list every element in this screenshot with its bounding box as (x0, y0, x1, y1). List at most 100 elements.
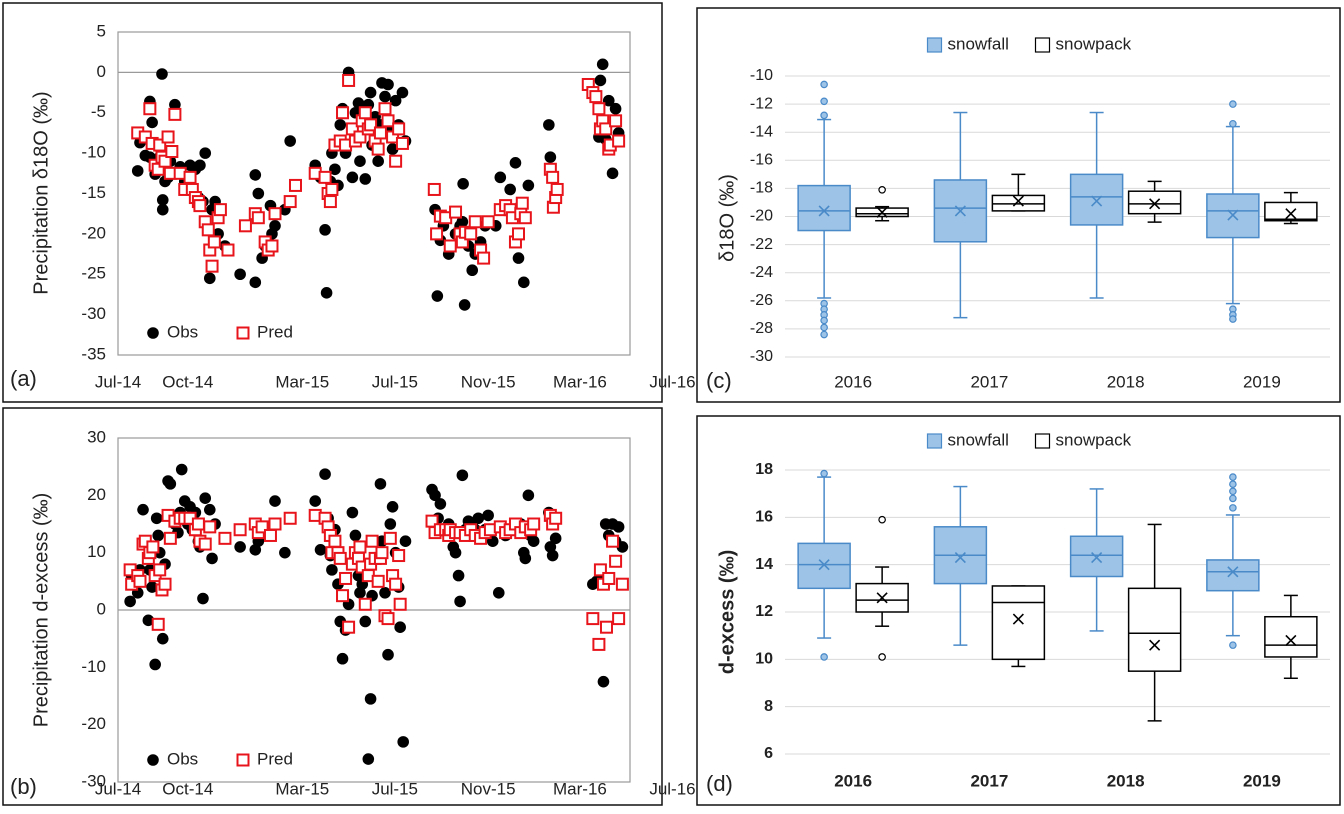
point-marker (397, 736, 410, 748)
x-tick-label: Jul-16 (649, 372, 695, 391)
outlier (820, 330, 828, 339)
point-marker (352, 97, 365, 109)
point-marker (175, 463, 188, 476)
point-marker (203, 503, 216, 516)
point-marker (443, 239, 457, 253)
point-marker (158, 154, 172, 168)
point-marker (156, 68, 168, 80)
point-marker (615, 577, 629, 591)
y-axis-label: δ18O (‰) (716, 174, 738, 262)
point-marker (221, 243, 235, 257)
point-marker (477, 251, 491, 265)
point-marker (279, 546, 291, 559)
box (1127, 587, 1182, 672)
point-marker (153, 563, 167, 577)
point-marker (336, 106, 350, 120)
point-marker (150, 512, 163, 525)
point-marker (454, 595, 466, 608)
point-marker (379, 90, 391, 103)
point-marker (265, 239, 279, 253)
point-marker (309, 495, 322, 507)
mean-marker (876, 592, 888, 604)
point-marker (158, 577, 172, 591)
x-tick-label: Jul-14 (95, 372, 141, 391)
mean-marker (1227, 209, 1239, 221)
point-marker (283, 511, 297, 525)
legend-swatch (1034, 37, 1051, 53)
point-marker (131, 165, 144, 177)
point-marker (269, 495, 281, 507)
outlier (820, 111, 828, 120)
point-marker (544, 151, 557, 163)
point-marker (602, 94, 615, 107)
y-axis-label: d-excess (‰) (716, 550, 738, 675)
x-tick-label: 2019 (1243, 372, 1281, 391)
point-marker (392, 122, 406, 136)
point-marker (191, 517, 205, 531)
outlier (1229, 487, 1237, 496)
outlier (820, 316, 828, 325)
mean-marker (1012, 613, 1024, 625)
point-marker (396, 86, 409, 99)
y-tick-label: -25 (81, 264, 106, 283)
y-tick-label: -22 (750, 236, 773, 253)
x-tick-label: 2019 (1243, 771, 1281, 790)
point-marker (381, 114, 395, 128)
point-marker (249, 169, 262, 181)
point-marker (153, 138, 167, 152)
point-marker (515, 196, 529, 210)
point-marker (466, 264, 479, 277)
legend-label: snowpack (1056, 34, 1132, 53)
point-marker (602, 571, 616, 585)
point-marker (593, 563, 607, 577)
outlier (1229, 119, 1237, 128)
x-tick-label: Jul-15 (372, 779, 418, 798)
point-marker (504, 183, 516, 196)
point-marker (359, 173, 372, 185)
panel-label: (c) (706, 368, 732, 393)
panel-label: (d) (706, 771, 733, 796)
point-marker (320, 287, 333, 299)
point-marker (599, 620, 613, 634)
panel-frame (696, 7, 1341, 403)
point-marker (207, 235, 221, 249)
point-marker (137, 503, 149, 516)
point-marker (199, 492, 212, 505)
point-marker (336, 589, 350, 603)
y-tick-label: -20 (750, 208, 773, 225)
panel-frame (2, 407, 663, 806)
point-marker (592, 102, 606, 116)
x-tick-label: Nov-15 (461, 779, 516, 798)
point-marker (596, 58, 609, 71)
point-marker (427, 182, 441, 196)
point-marker (456, 215, 469, 228)
y-tick-label: -28 (750, 320, 773, 337)
point-marker (464, 227, 478, 241)
y-tick-label: -14 (750, 123, 773, 140)
point-marker (353, 540, 367, 554)
legend-label: Pred (257, 749, 293, 768)
y-tick-label: -12 (750, 95, 773, 112)
legend-marker (236, 326, 250, 340)
point-marker (342, 73, 356, 87)
mean-marker (1091, 552, 1103, 564)
x-tick-label: 2017 (970, 771, 1008, 790)
point-marker (358, 597, 372, 611)
y-tick-label: -15 (81, 183, 106, 202)
y-tick-label: 10 (755, 651, 773, 668)
y-tick-label: 30 (87, 427, 106, 446)
point-marker (251, 211, 265, 225)
point-marker (249, 276, 262, 289)
point-marker (151, 617, 165, 631)
point-marker (472, 512, 485, 525)
x-tick-label: 2017 (970, 372, 1008, 391)
point-marker (616, 541, 629, 553)
point-marker (381, 612, 395, 626)
legend-label: snowpack (1056, 430, 1132, 449)
point-marker (326, 564, 338, 576)
point-marker (203, 520, 217, 534)
y-tick-label: 12 (755, 603, 773, 620)
point-marker (218, 531, 232, 545)
point-marker (323, 195, 337, 209)
point-marker (586, 612, 600, 626)
